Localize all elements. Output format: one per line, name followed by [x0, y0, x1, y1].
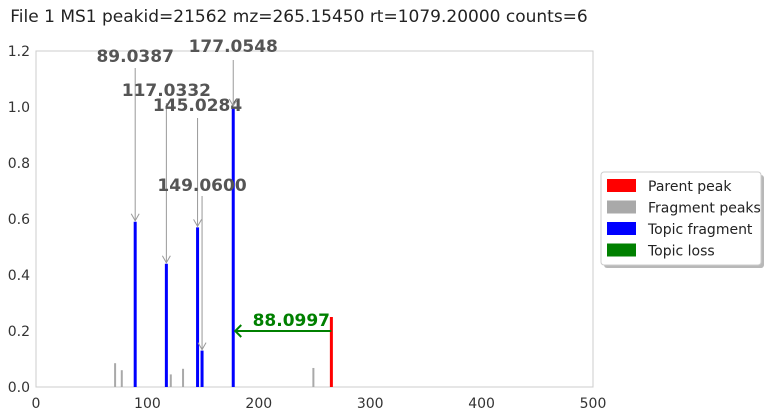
- legend-label: Fragment peaks: [648, 201, 761, 217]
- x-axis: 0 100 200 300 400 500: [32, 396, 607, 412]
- chart-title: File 1 MS1 peakid=21562 mz=265.15450 rt=…: [10, 7, 588, 27]
- topic-loss-label: 88.0997: [253, 311, 330, 331]
- plot-area: [35, 50, 594, 388]
- annotation-arrowhead: [161, 255, 171, 264]
- legend-box: [600, 171, 762, 266]
- y-tick-label: 0.8: [8, 156, 30, 172]
- legend-swatch: [607, 200, 636, 214]
- peaks-layer: [114, 107, 333, 387]
- legend-swatch: [607, 243, 636, 257]
- annotation-arrowhead: [193, 219, 202, 228]
- fragment-mz-label: 89.0387: [96, 47, 173, 67]
- legend-label: Topic fragment: [647, 222, 753, 238]
- y-tick-label: 1.2: [8, 44, 30, 60]
- annotation-arrowhead: [197, 342, 207, 351]
- y-tick-label: 1.0: [8, 100, 30, 116]
- y-axis: 0.0 0.2 0.4 0.6 0.8 1.0 1.2: [8, 44, 30, 396]
- y-tick-label: 0.0: [8, 380, 30, 396]
- x-tick-label: 200: [245, 396, 272, 412]
- fragment-mz-label: 149.0600: [157, 176, 246, 196]
- legend-label: Parent peak: [648, 179, 732, 195]
- y-tick-label: 0.2: [8, 324, 30, 340]
- fragment-mz-label: 177.0548: [189, 37, 278, 57]
- x-tick-label: 0: [32, 396, 41, 412]
- topic-loss-arrowhead: [233, 324, 242, 338]
- fragment-mz-label: 117.0332: [122, 81, 211, 101]
- legend-label: Topic loss: [647, 244, 715, 260]
- x-tick-label: 400: [468, 396, 495, 412]
- y-tick-label: 0.6: [8, 212, 30, 228]
- annotation-arrowhead: [130, 213, 140, 222]
- legend: Parent peak Fragment peaks Topic fragment T…: [600, 171, 764, 268]
- y-tick-label: 0.4: [8, 268, 30, 284]
- x-tick-label: 300: [357, 396, 384, 412]
- fragment-mz-label: 145.0284: [153, 96, 242, 116]
- legend-swatch: [607, 179, 636, 192]
- annotation-arrowhead: [228, 98, 238, 108]
- legend-swatch: [607, 222, 636, 235]
- x-tick-label: 500: [580, 396, 607, 412]
- x-tick-label: 100: [134, 396, 161, 412]
